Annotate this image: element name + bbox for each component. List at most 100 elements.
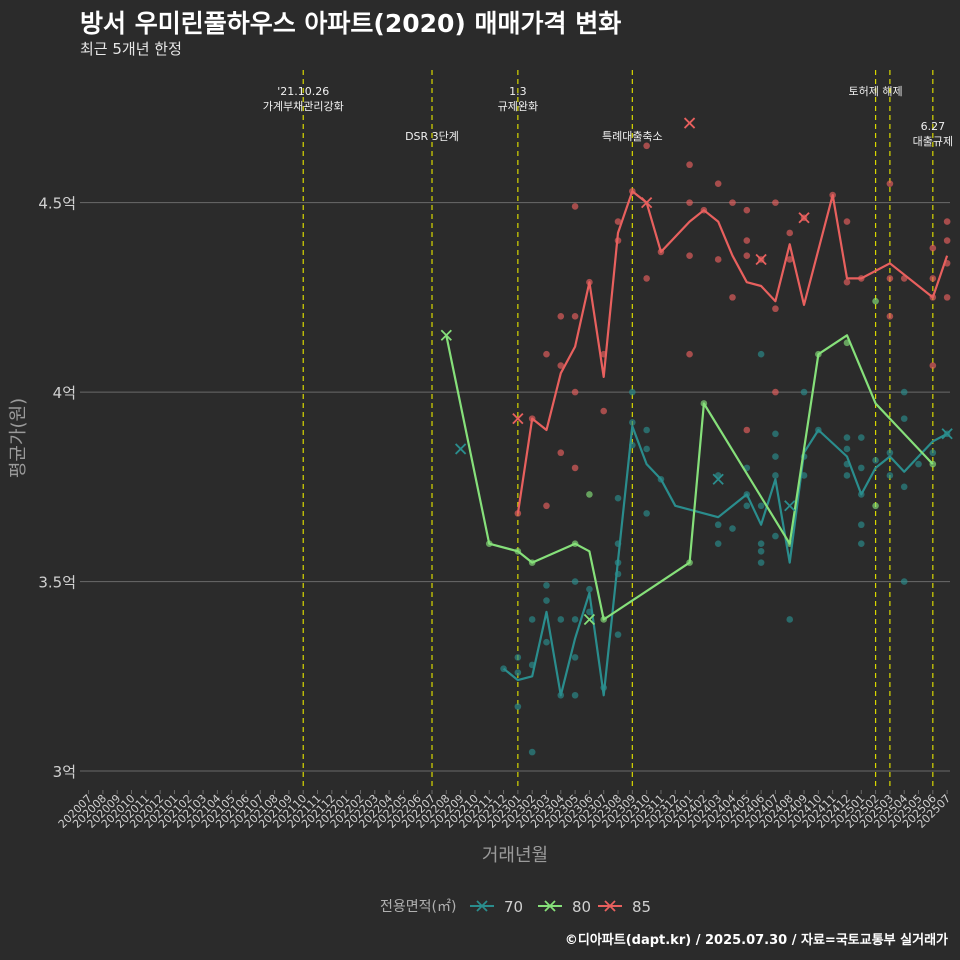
gridlines [80, 202, 950, 772]
chart-subtitle: 최근 5개년 한정 [80, 40, 182, 58]
data-point-85 [843, 218, 851, 225]
data-point-85 [557, 449, 565, 457]
cross-stroke [440, 329, 452, 341]
event-label: '21.10.26 [277, 85, 329, 98]
data-point-70 [900, 483, 908, 491]
data-point-70 [571, 616, 579, 623]
data-point-85 [686, 161, 693, 169]
cross-stroke [512, 412, 524, 425]
y-tick-label: 4.5억 [38, 195, 76, 213]
credit-text: ©디아파트(dapt.kr) / 2025.07.30 / 자료=국토교통부 실… [564, 933, 948, 948]
y-tick-labels: 3억 3.5억 4억 4.5억 [38, 195, 76, 781]
data-point-70 [514, 703, 522, 710]
data-point-70 [886, 449, 894, 457]
data-point-85 [729, 199, 736, 206]
data-point-85 [571, 313, 579, 320]
event-label: DSR 3단계 [405, 130, 459, 143]
event-label: 특례대출축소 [602, 130, 663, 143]
data-point-70 [714, 540, 722, 547]
data-point-70 [857, 434, 865, 441]
cross-marker-85 [798, 212, 810, 224]
data-point-80 [586, 491, 593, 498]
data-point-85 [929, 362, 937, 369]
legend: 전용면적(㎡) 70 80 85 [380, 898, 651, 916]
data-point-70 [543, 582, 550, 589]
data-point-85 [786, 256, 794, 263]
series-lines [445, 190, 949, 697]
data-point-70 [586, 585, 593, 593]
data-point-70 [900, 388, 908, 396]
data-point-85 [729, 294, 736, 301]
data-point-85 [614, 218, 622, 225]
cross-stroke [712, 473, 724, 485]
data-point-70 [514, 654, 522, 661]
data-point-70 [757, 547, 765, 555]
data-point-70 [643, 510, 650, 517]
cross-stroke [755, 253, 767, 266]
data-point-70 [757, 502, 765, 510]
cross-marker-85 [755, 253, 767, 266]
cross-marker-80 [440, 329, 452, 341]
data-point-85 [772, 305, 779, 313]
data-point-70 [872, 457, 879, 464]
data-point-85 [543, 350, 550, 358]
data-point-85 [886, 313, 894, 320]
event-label: 1.3 [509, 85, 527, 98]
chart-title: 방서 우미린풀하우스 아파트(2020) 매매가격 변화 [80, 9, 622, 38]
data-point-70 [857, 540, 865, 547]
cross-stroke [454, 443, 467, 455]
data-point-70 [915, 460, 922, 468]
data-point-85 [543, 502, 550, 510]
data-point-70 [772, 472, 779, 479]
data-point-70 [614, 631, 622, 638]
legend-swatch-cross [604, 900, 616, 912]
data-point-70 [571, 654, 579, 661]
cross-markers [440, 117, 953, 626]
data-point-85 [557, 313, 565, 320]
event-label: 가계부채관리강화 [263, 100, 344, 113]
data-point-85 [786, 229, 794, 237]
legend-swatch-cross [476, 900, 488, 912]
data-point-85 [571, 464, 579, 472]
data-point-70 [571, 691, 579, 699]
data-point-70 [843, 445, 851, 453]
data-point-85 [943, 218, 951, 225]
legend-title: 전용면적(㎡) [380, 899, 456, 915]
data-point-70 [929, 449, 937, 457]
data-point-70 [543, 638, 550, 646]
data-point-70 [528, 616, 536, 623]
data-point-85 [743, 426, 751, 434]
data-point-70 [743, 502, 751, 510]
cross-marker-70 [941, 428, 953, 440]
data-point-70 [857, 521, 865, 529]
data-point-85 [929, 244, 937, 252]
data-point-70 [729, 525, 736, 532]
data-point-85 [886, 180, 894, 187]
y-tick-label: 3억 [53, 763, 76, 781]
data-point-85 [772, 199, 779, 206]
data-point-85 [943, 294, 951, 301]
event-label: 토허제 해제 [849, 84, 903, 98]
data-point-85 [686, 350, 693, 358]
data-point-85 [714, 256, 722, 263]
data-point-70 [886, 472, 894, 479]
data-point-85 [743, 237, 751, 244]
x-tick-labels: 2020072020082020092020102020112020122021… [56, 790, 953, 831]
cross-marker-85 [512, 412, 524, 425]
y-axis-label: 평균가(원) [8, 398, 29, 478]
series-line-80 [445, 334, 934, 621]
data-point-70 [714, 521, 722, 529]
cross-stroke [784, 500, 796, 512]
data-point-85 [743, 206, 751, 214]
data-point-70 [800, 388, 808, 396]
data-point-70 [786, 616, 794, 623]
data-point-85 [600, 407, 608, 415]
data-point-70 [800, 472, 808, 479]
data-point-85 [571, 388, 579, 396]
data-point-85 [571, 203, 579, 210]
data-point-70 [843, 434, 851, 441]
data-point-85 [686, 252, 693, 259]
legend-swatch-cross [544, 900, 556, 912]
data-point-70 [843, 472, 851, 479]
